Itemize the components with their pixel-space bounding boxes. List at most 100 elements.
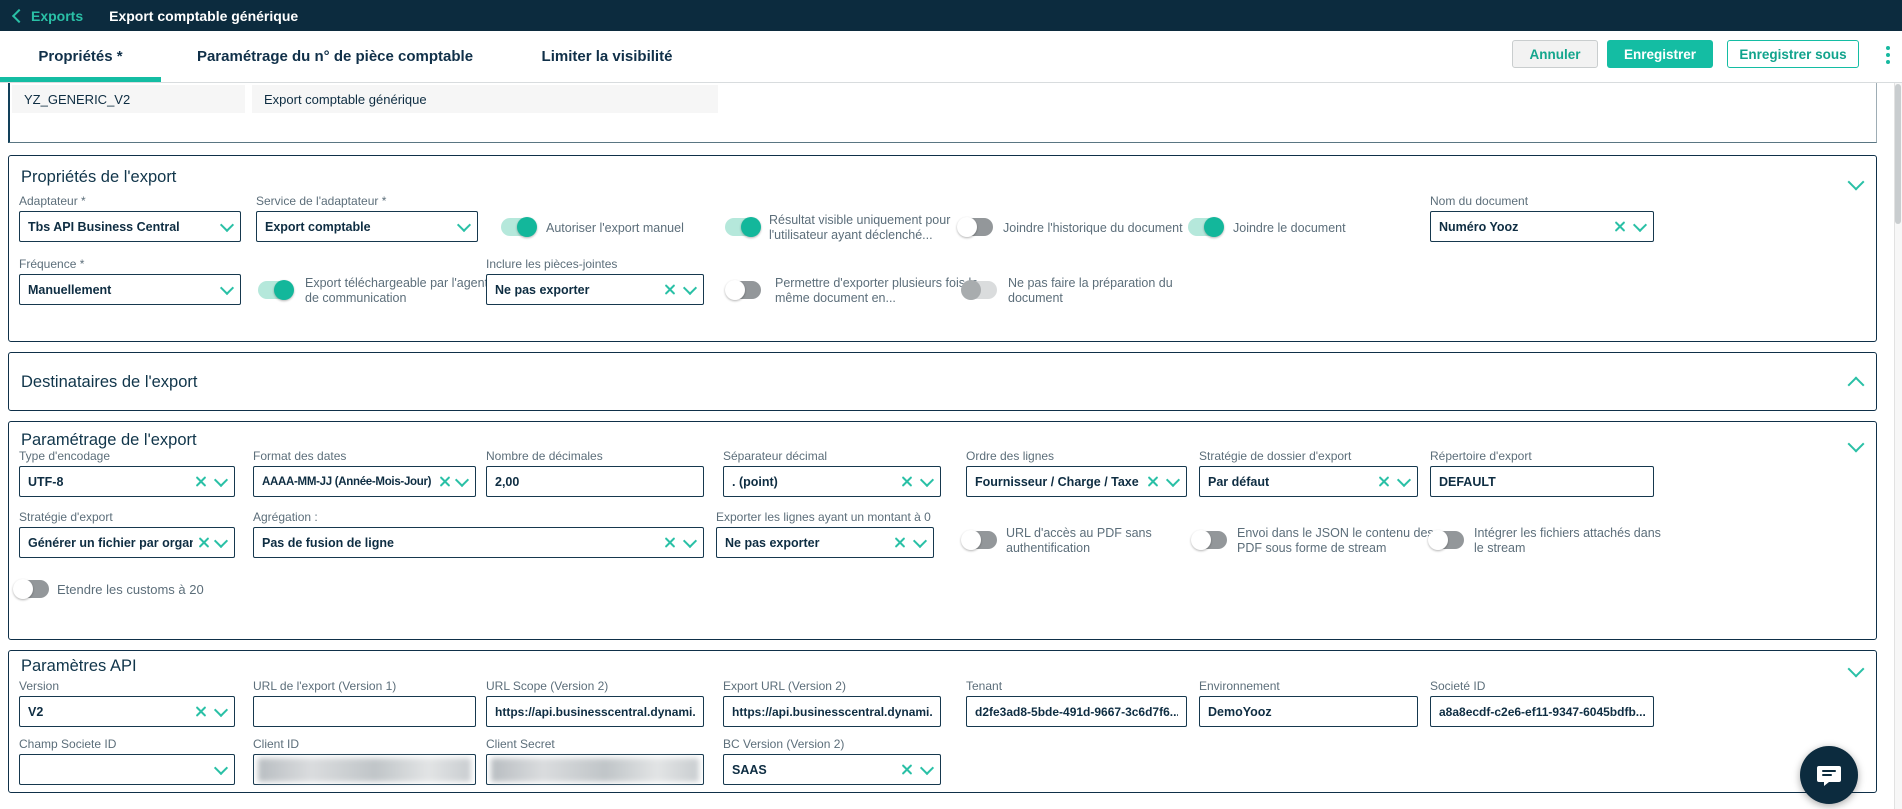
chevron-down-icon[interactable] (1165, 472, 1181, 487)
save-button[interactable]: Enregistrer (1607, 40, 1713, 68)
json-pdf-stream-toggle[interactable] (1191, 530, 1227, 550)
tab-proprietes[interactable]: Propriétés * (38, 48, 123, 65)
chevron-down-icon[interactable] (454, 472, 470, 487)
tab-limiter-visibilite[interactable]: Limiter la visibilité (541, 48, 673, 65)
tab-bar: Propriétés * Paramétrage du n° de pièce … (0, 31, 1902, 83)
chevron-down-icon[interactable] (219, 217, 235, 232)
company-id-input[interactable]: a8a8ecdf-c2e6-ef11-9347-6045bdfb... (1430, 696, 1654, 727)
export-strategy-select[interactable]: Générer un fichier par organ... (19, 527, 235, 558)
allow-manual-export-toggle[interactable] (501, 217, 537, 237)
chevron-down-icon[interactable] (682, 280, 698, 295)
chevron-down-icon[interactable] (919, 472, 935, 487)
encoding-select[interactable]: UTF-8 (19, 466, 235, 497)
chevron-down-icon[interactable] (682, 533, 698, 548)
company-id-mapping-field: Champ Societe ID (19, 737, 235, 785)
document-name-select[interactable]: Numéro Yooz (1430, 211, 1654, 242)
clear-icon[interactable] (1613, 220, 1626, 233)
cancel-button[interactable]: Annuler (1512, 40, 1598, 68)
tenant-input[interactable]: d2fe3ad8-5bde-491d-9667-3c6d7f6... (966, 696, 1187, 727)
vertical-scrollbar-track[interactable] (1894, 83, 1902, 809)
chevron-down-icon[interactable] (219, 280, 235, 295)
include-attachments-select[interactable]: Ne pas exporter (486, 274, 704, 305)
chevron-down-icon[interactable] (919, 760, 935, 775)
chevron-down-icon[interactable] (1396, 472, 1412, 487)
url-scope-v2-input[interactable]: https://api.businesscentral.dynami... (486, 696, 704, 727)
chevron-down-icon[interactable] (213, 472, 229, 487)
aggregation-select[interactable]: Pas de fusion de ligne (253, 527, 704, 558)
adapter-label: Adaptateur * (19, 194, 86, 208)
adapter-service-select[interactable]: Export comptable (256, 211, 478, 242)
chat-launcher-button[interactable] (1800, 746, 1858, 804)
decimal-separator-select[interactable]: . (point) (723, 466, 941, 497)
frequency-select[interactable]: Manuellement (19, 274, 241, 305)
attach-document-toggle[interactable] (1188, 217, 1224, 237)
decimals-input[interactable]: 2,00 (486, 466, 704, 497)
more-actions-kebab-icon[interactable] (1882, 43, 1894, 67)
export-directory-input[interactable]: DEFAULT (1430, 466, 1654, 497)
line-order-select[interactable]: Fournisseur / Charge / Taxe (966, 466, 1187, 497)
back-to-exports-link[interactable]: Exports (11, 7, 84, 24)
attach-history-toggle[interactable] (957, 217, 993, 237)
clear-icon[interactable] (1146, 475, 1159, 488)
api-version-select[interactable]: V2 (19, 696, 235, 727)
clear-icon[interactable] (900, 763, 913, 776)
pdf-url-no-auth-toggle[interactable] (961, 530, 997, 550)
export-url-v2-field: Export URL (Version 2) https://api.busin… (723, 679, 941, 727)
folder-strategy-select[interactable]: Par défaut (1199, 466, 1418, 497)
back-label: Exports (31, 7, 84, 24)
chevron-down-icon[interactable] (456, 217, 472, 232)
toggle-knob (961, 280, 981, 300)
redacted-value-blur (491, 757, 699, 782)
allow-multiple-export-toggle[interactable] (725, 280, 761, 300)
chevron-down-icon[interactable] (912, 533, 928, 548)
section-destinataires-export: Destinataires de l'export (8, 352, 1877, 411)
redacted-value-blur (258, 757, 471, 782)
result-visible-only-toggle[interactable] (725, 217, 761, 237)
date-format-select[interactable]: AAAA-MM-JJ (Année-Mois-Jour) (253, 466, 476, 497)
folder-strategy-field: Stratégie de dossier d'export Par défaut (1199, 449, 1418, 497)
extend-customs-label: Etendre les customs à 20 (57, 582, 204, 597)
decimals-field: Nombre de décimales 2,00 (486, 449, 704, 497)
section-parametrage-export: Paramétrage de l'export Type d'encodage … (8, 421, 1877, 640)
document-name-label: Nom du document (1430, 194, 1529, 208)
no-document-preparation-toggle[interactable] (961, 280, 997, 300)
collapse-chevron-down-icon[interactable] (1847, 435, 1865, 453)
chevron-down-icon[interactable] (213, 533, 229, 548)
save-as-button[interactable]: Enregistrer sous (1727, 40, 1859, 68)
client-secret-field: Client Secret (486, 737, 704, 785)
adapter-select[interactable]: Tbs API Business Central (19, 211, 241, 242)
collapse-chevron-down-icon[interactable] (1847, 173, 1865, 191)
clear-icon[interactable] (663, 536, 676, 549)
tenant-field: Tenant d2fe3ad8-5bde-491d-9667-3c6d7f6..… (966, 679, 1187, 727)
clear-icon[interactable] (663, 283, 676, 296)
export-url-v1-input[interactable] (253, 696, 476, 727)
extend-customs-toggle[interactable] (13, 579, 49, 599)
zero-amount-lines-select[interactable]: Ne pas exporter (716, 527, 934, 558)
chevron-down-icon[interactable] (213, 702, 229, 717)
collapse-chevron-up-icon[interactable] (1847, 376, 1865, 394)
clear-icon[interactable] (438, 475, 451, 488)
client-secret-input[interactable] (486, 754, 704, 785)
json-pdf-stream-label: Envoi dans le JSON le contenu des PDF so… (1237, 526, 1434, 555)
clear-icon[interactable] (1377, 475, 1390, 488)
environment-input[interactable]: DemoYooz (1199, 696, 1418, 727)
bc-version-select[interactable]: SAAS (723, 754, 941, 785)
vertical-scrollbar-thumb[interactable] (1895, 84, 1901, 224)
clear-icon[interactable] (194, 705, 207, 718)
export-url-v2-input[interactable]: https://api.businesscentral.dynami... (723, 696, 941, 727)
tab-parametrage-piece-comptable[interactable]: Paramétrage du n° de pièce comptable (196, 48, 474, 65)
frequency-field: Fréquence * Manuellement (19, 257, 241, 305)
result-visible-only-label: Résultat visible uniquement pour l'utili… (769, 213, 951, 242)
clear-icon[interactable] (194, 475, 207, 488)
clear-icon[interactable] (197, 536, 210, 549)
collapse-chevron-down-icon[interactable] (1847, 660, 1865, 678)
company-id-mapping-select[interactable] (19, 754, 235, 785)
clear-icon[interactable] (893, 536, 906, 549)
bc-version-field: BC Version (Version 2) SAAS (723, 737, 941, 785)
clear-icon[interactable] (900, 475, 913, 488)
downloadable-by-agent-toggle[interactable] (258, 280, 294, 300)
client-id-input[interactable] (253, 754, 476, 785)
chevron-down-icon[interactable] (1632, 217, 1648, 232)
attached-files-stream-toggle[interactable] (1428, 530, 1464, 550)
chevron-down-icon[interactable] (213, 760, 229, 775)
